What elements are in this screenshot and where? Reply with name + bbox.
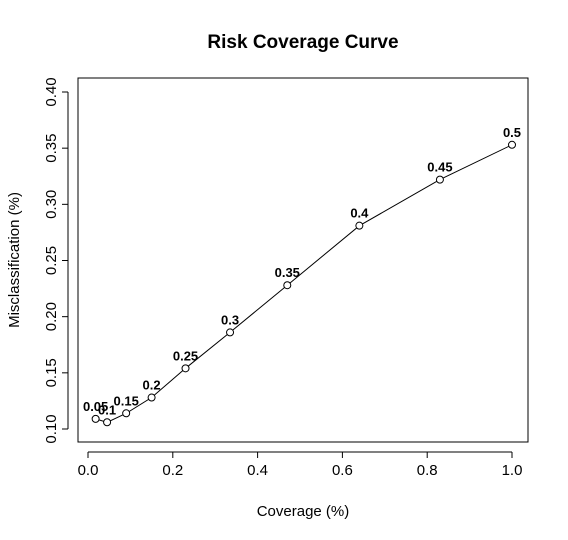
data-point (103, 418, 112, 427)
x-axis: 0.0 0.2 0.4 0.6 0.8 1.0 (78, 451, 523, 479)
y-axis-label: Misclassification (%) (6, 192, 23, 328)
y-tick-label: 0.25 (43, 246, 60, 275)
data-label: 0.1 (98, 402, 116, 417)
data-point (147, 393, 156, 402)
data-point (226, 328, 235, 337)
data-label: 0.45 (427, 160, 452, 175)
data-label: 0.5 (503, 125, 521, 140)
x-tick-label: 0.4 (247, 462, 268, 479)
y-tick-label: 0.20 (43, 302, 60, 331)
y-tick-label: 0.40 (43, 77, 60, 106)
data-point (122, 409, 131, 418)
y-axis: 0.10 0.15 0.20 0.25 0.30 0.35 0.40 (43, 77, 69, 444)
data-label: 0.05 (83, 399, 108, 414)
data-point (435, 175, 444, 184)
data-points (91, 140, 516, 427)
y-tick-label: 0.30 (43, 190, 60, 219)
data-point (181, 364, 190, 373)
y-tick-label: 0.10 (43, 414, 60, 443)
data-label: 0.3 (221, 312, 239, 327)
x-tick-label: 0.0 (78, 462, 99, 479)
data-label: 0.25 (173, 348, 198, 363)
data-label: 0.4 (350, 206, 369, 221)
data-label: 0.35 (275, 265, 300, 280)
x-tick-label: 1.0 (502, 462, 523, 479)
data-point (283, 281, 292, 290)
x-tick-label: 0.2 (162, 462, 183, 479)
chart-title: Risk Coverage Curve (207, 32, 398, 53)
series-line (95, 144, 513, 423)
y-tick-label: 0.35 (43, 134, 60, 163)
data-label: 0.15 (114, 393, 139, 408)
x-axis-label: Coverage (%) (257, 503, 350, 520)
data-point (355, 221, 364, 230)
data-point (508, 140, 516, 149)
x-tick-label: 0.6 (332, 462, 353, 479)
x-tick-label: 0.8 (417, 462, 438, 479)
plot-area-border (77, 77, 529, 443)
y-tick-label: 0.15 (43, 358, 60, 387)
data-labels: 0.050.10.15 0.2 0.25 0.3 0.35 0.4 0.45 0.5 (83, 125, 521, 417)
data-point (91, 414, 100, 423)
data-label: 0.2 (143, 378, 161, 393)
